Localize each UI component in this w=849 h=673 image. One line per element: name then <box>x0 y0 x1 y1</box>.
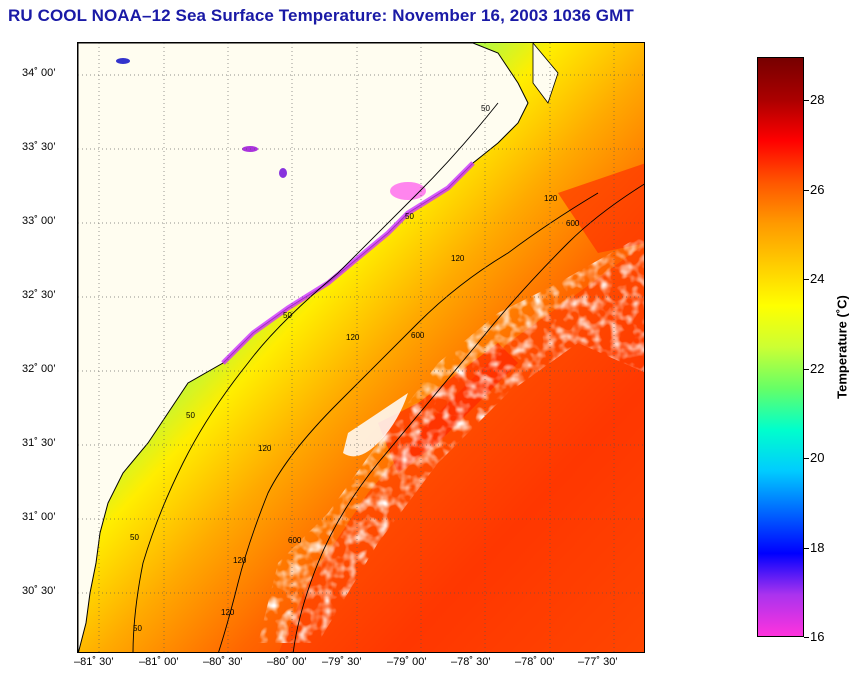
contour-50m <box>132 102 499 652</box>
inland-lake-3 <box>279 168 287 178</box>
lon-label: –78˚ 30’ <box>451 656 491 668</box>
colorbar-tick <box>804 100 809 101</box>
lon-label: –78˚ 00’ <box>515 656 555 668</box>
lon-label: –77˚ 30’ <box>578 656 618 668</box>
colorbar-tick <box>804 190 809 191</box>
colorbar-tick-label: 16 <box>810 629 825 644</box>
contour-label: 120 <box>346 333 360 342</box>
colorbar-tick-label: 20 <box>810 450 825 465</box>
contour-label: 50 <box>133 624 142 633</box>
lon-label: –79˚ 00’ <box>387 656 427 668</box>
contour-label: 120 <box>258 444 272 453</box>
colorbar-tick <box>804 279 809 280</box>
colorbar-tick-label: 18 <box>810 540 825 555</box>
offshore-warm-ne <box>558 163 644 253</box>
contour-label: 50 <box>130 533 139 542</box>
lon-label: –79˚ 30’ <box>322 656 362 668</box>
inland-lake-1 <box>116 58 130 64</box>
contour-label: 120 <box>544 194 558 203</box>
lat-label: 34˚ 00’ <box>22 67 56 79</box>
contour-600m <box>292 183 644 652</box>
contour-label: 50 <box>186 411 195 420</box>
colorbar-tick-label: 24 <box>810 271 825 286</box>
colorbar <box>757 57 804 637</box>
lat-label: 33˚ 00’ <box>22 215 56 227</box>
lat-label: 33˚ 30’ <box>22 141 56 153</box>
contour-label: 600 <box>566 219 580 228</box>
colorbar-tick <box>804 369 809 370</box>
cloud-patch <box>343 393 408 457</box>
lat-label: 32˚ 30’ <box>22 289 56 301</box>
cold-plume <box>390 182 426 200</box>
lat-label: 30˚ 30’ <box>22 585 56 597</box>
lon-label: –81˚ 00’ <box>139 656 179 668</box>
colorbar-tick-label: 28 <box>810 92 825 107</box>
lat-label: 32˚ 00’ <box>22 363 56 375</box>
colorbar-tick <box>804 548 809 549</box>
colorbar-tick <box>804 637 809 638</box>
lat-label: 31˚ 30’ <box>22 437 56 449</box>
contour-label: 50 <box>283 311 292 320</box>
cold-coastal-fringe <box>221 161 475 365</box>
lon-label: –80˚ 00’ <box>267 656 307 668</box>
lat-label: 31˚ 00’ <box>22 511 56 523</box>
sst-map-canvas: 50 50 50 50 50 50 120 120 120 120 120 12… <box>78 43 644 652</box>
contour-label: 600 <box>288 536 302 545</box>
contour-label: 50 <box>405 212 414 221</box>
lon-label: –81˚ 30’ <box>74 656 114 668</box>
contour-label: 120 <box>451 254 465 263</box>
lon-label: –80˚ 30’ <box>203 656 243 668</box>
colorbar-tick-label: 26 <box>810 182 825 197</box>
sst-map[interactable]: 50 50 50 50 50 50 120 120 120 120 120 12… <box>77 42 645 653</box>
graticule <box>78 43 644 652</box>
colorbar-tick-label: 22 <box>810 361 825 376</box>
contour-120m <box>218 192 599 652</box>
contour-label: 50 <box>481 104 490 113</box>
chart-title: RU COOL NOAA–12 Sea Surface Temperature:… <box>8 6 634 25</box>
contour-label: 600 <box>411 331 425 340</box>
colorbar-tick <box>804 458 809 459</box>
colorbar-title: Temperature (˚C) <box>834 295 849 399</box>
contour-label: 120 <box>221 608 235 617</box>
contour-label: 120 <box>233 556 247 565</box>
